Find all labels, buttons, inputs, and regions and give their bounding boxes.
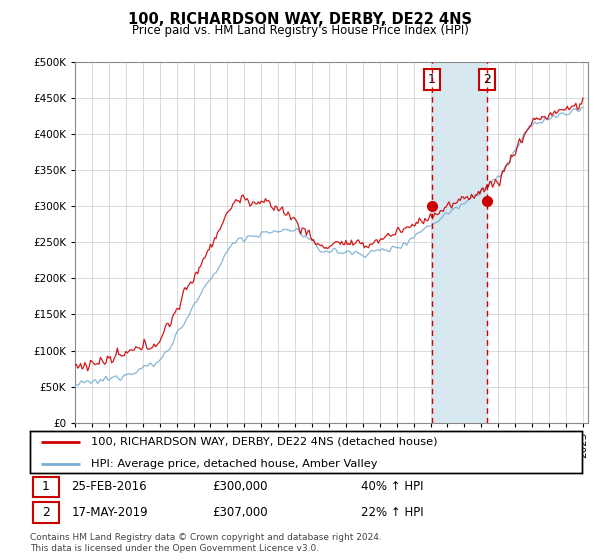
Text: 2: 2	[483, 73, 491, 86]
Text: 2: 2	[42, 506, 50, 519]
Text: £307,000: £307,000	[212, 506, 268, 519]
Text: Contains HM Land Registry data © Crown copyright and database right 2024.
This d: Contains HM Land Registry data © Crown c…	[30, 533, 382, 553]
Text: 1: 1	[42, 480, 50, 493]
Text: 25-FEB-2016: 25-FEB-2016	[71, 480, 147, 493]
Text: 100, RICHARDSON WAY, DERBY, DE22 4NS: 100, RICHARDSON WAY, DERBY, DE22 4NS	[128, 12, 472, 27]
Text: HPI: Average price, detached house, Amber Valley: HPI: Average price, detached house, Ambe…	[91, 459, 377, 469]
Text: £300,000: £300,000	[212, 480, 268, 493]
Bar	[432, 62, 487, 423]
Text: Price paid vs. HM Land Registry's House Price Index (HPI): Price paid vs. HM Land Registry's House …	[131, 24, 469, 36]
FancyBboxPatch shape	[33, 477, 59, 497]
Text: 22% ↑ HPI: 22% ↑ HPI	[361, 506, 424, 519]
Text: 17-MAY-2019: 17-MAY-2019	[71, 506, 148, 519]
Text: 1: 1	[428, 73, 436, 86]
Text: 40% ↑ HPI: 40% ↑ HPI	[361, 480, 424, 493]
Text: 100, RICHARDSON WAY, DERBY, DE22 4NS (detached house): 100, RICHARDSON WAY, DERBY, DE22 4NS (de…	[91, 437, 437, 447]
FancyBboxPatch shape	[33, 502, 59, 522]
